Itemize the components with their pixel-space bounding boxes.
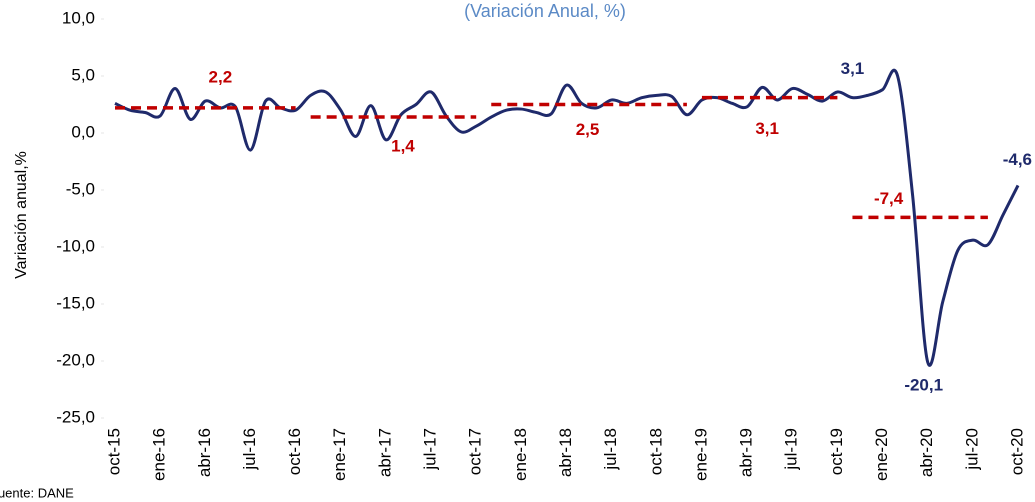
series-line: [114, 68, 1020, 367]
x-tick-label: ene-18: [511, 428, 530, 481]
x-tick-label: oct-18: [646, 428, 665, 475]
y-tick-label: -5,0: [66, 179, 95, 198]
y-tick-label: -25,0: [56, 407, 95, 426]
x-tick-label: abr-17: [375, 428, 394, 477]
x-tick-label: abr-19: [737, 428, 756, 477]
data-label: 1,4: [391, 137, 415, 156]
x-tick-label: jul-19: [782, 428, 801, 471]
chart-title: (Variación Anual, %): [464, 1, 626, 21]
y-axis-title: Variación anual,%: [13, 151, 30, 279]
x-tick-label: oct-19: [827, 428, 846, 475]
x-tick-label: ene-20: [872, 428, 891, 481]
x-tick-label: ene-19: [691, 428, 710, 481]
data-label: -20,1: [904, 376, 943, 395]
data-label: 3,1: [755, 119, 779, 138]
x-tick-label: oct-16: [285, 428, 304, 475]
data-label: 2,2: [209, 67, 233, 86]
x-tick-label: jul-18: [601, 428, 620, 471]
y-tick-label: 10,0: [62, 8, 95, 27]
x-tick-label: oct-15: [104, 428, 123, 475]
x-tick-label: abr-20: [917, 428, 936, 477]
x-tick-label: jul-20: [962, 428, 981, 471]
y-tick-label: -15,0: [56, 293, 95, 312]
y-tick-label: 5,0: [71, 65, 95, 84]
y-tick-label: 0,0: [71, 122, 95, 141]
x-tick-label: oct-20: [1007, 428, 1026, 475]
x-tick-label: jul-16: [240, 428, 259, 471]
data-label: 2,5: [576, 120, 600, 139]
x-tick-label: abr-18: [556, 428, 575, 477]
x-tick-label: ene-17: [330, 428, 349, 481]
y-tick-label: -10,0: [56, 236, 95, 255]
data-label: 3,1: [841, 59, 865, 78]
x-tick-label: ene-16: [150, 428, 169, 481]
x-tick-label: oct-17: [466, 428, 485, 475]
source-note: Fuente: DANE: [0, 485, 74, 500]
data-label: -4,6: [1003, 150, 1032, 169]
y-tick-label: -20,0: [56, 350, 95, 369]
x-tick-label: abr-16: [195, 428, 214, 477]
x-tick-label: jul-17: [421, 428, 440, 471]
data-label: -7,4: [874, 189, 904, 208]
